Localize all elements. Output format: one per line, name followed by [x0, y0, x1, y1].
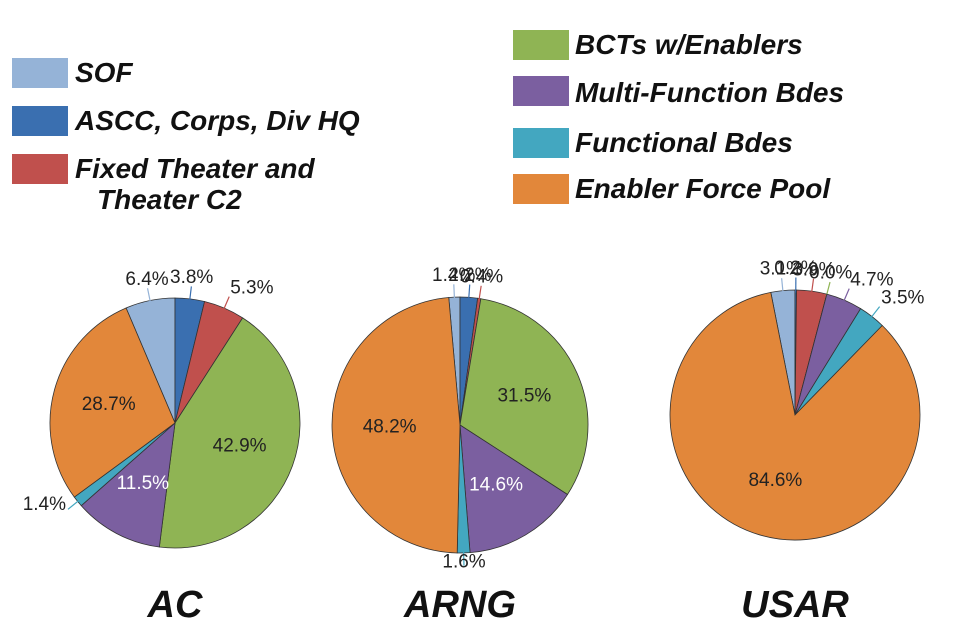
- leader-line: [781, 278, 784, 294]
- value-label: 31.5%: [497, 386, 551, 407]
- value-label: 11.5%: [117, 473, 170, 494]
- legend-swatch: [513, 76, 569, 106]
- value-label: 3.8%: [170, 267, 213, 288]
- legend-label: BCTs w/Enablers: [575, 29, 803, 60]
- legend-label: SOF: [75, 57, 133, 88]
- value-label: 28.7%: [82, 394, 136, 415]
- value-label: 0.0%: [809, 263, 852, 284]
- value-label: 5.3%: [230, 277, 273, 298]
- chart-title: USAR: [741, 584, 849, 626]
- chart-title: AC: [147, 584, 203, 626]
- pie-slice: [459, 424, 569, 554]
- legend-swatch: [513, 128, 569, 158]
- value-label: 1.4%: [432, 265, 475, 286]
- legend-label: Enabler Force Pool: [575, 173, 831, 204]
- value-label: 48.2%: [363, 416, 417, 437]
- pie-slice: [49, 307, 176, 498]
- pie-slice: [158, 317, 301, 549]
- value-label: 3.5%: [881, 288, 924, 309]
- value-label: 84.6%: [748, 470, 802, 491]
- legend-label: Multi-Function Bdes: [575, 77, 845, 108]
- value-label: 3.1%: [760, 259, 803, 280]
- value-label: 3.9%: [792, 259, 835, 280]
- legend-label: ASCC, Corps, Div HQ: [75, 105, 360, 136]
- legend-label: Fixed Theater and Theater C2: [75, 153, 315, 215]
- legend-swatch: [12, 106, 68, 136]
- value-label: 0.4%: [460, 266, 503, 287]
- pie-slice: [80, 421, 176, 548]
- pie-slice: [669, 291, 921, 541]
- legend-swatch: [513, 174, 569, 204]
- legend-label: Functional Bdes: [575, 127, 793, 158]
- leader-line: [67, 499, 81, 510]
- leader-line: [188, 286, 192, 302]
- leader-line: [468, 284, 471, 300]
- value-label: 4.7%: [850, 269, 893, 290]
- value-label: 2.2%: [448, 265, 491, 286]
- leader-line: [146, 288, 152, 304]
- legend-swatch: [513, 30, 569, 60]
- leader-line: [478, 285, 482, 302]
- leader-line: [810, 278, 815, 294]
- leader-line: [453, 284, 456, 300]
- leader-line: [842, 288, 850, 303]
- pie-slice: [331, 297, 461, 554]
- value-label: 0.2%: [774, 258, 817, 279]
- value-label: 42.9%: [213, 436, 267, 457]
- value-label: 14.6%: [469, 474, 523, 495]
- value-label: 1.6%: [442, 551, 485, 572]
- value-label: 1.4%: [23, 494, 66, 515]
- legend-swatch: [12, 154, 68, 184]
- chart-title: ARNG: [403, 584, 516, 626]
- value-label: 6.4%: [125, 269, 168, 290]
- leader-line: [222, 296, 230, 311]
- leader-line: [869, 306, 881, 319]
- legend-swatch: [12, 58, 68, 88]
